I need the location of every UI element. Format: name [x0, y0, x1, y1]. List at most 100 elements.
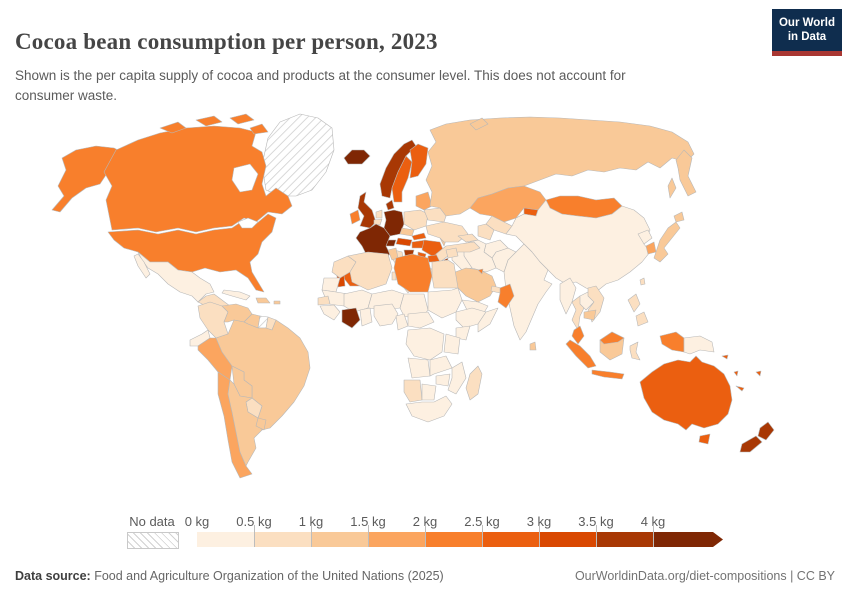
country-poland[interactable] — [403, 209, 429, 231]
country-syria[interactable] — [445, 247, 459, 259]
legend-bin-7[interactable] — [596, 532, 653, 547]
footer-credit-link[interactable]: OurWorldinData.org/diet-compositions | C… — [574, 569, 835, 583]
legend-bin-8[interactable] — [653, 532, 723, 547]
australia-tasmania[interactable] — [698, 433, 711, 445]
indonesia-java[interactable] — [591, 369, 625, 380]
russia-sakhalin[interactable] — [667, 177, 677, 199]
country-turkey[interactable] — [435, 241, 481, 263]
country-vanuatu[interactable] — [733, 370, 739, 377]
canadian-arctic-island[interactable] — [195, 115, 223, 127]
country-solomon-islands[interactable] — [721, 354, 729, 360]
country-zambia[interactable] — [429, 355, 453, 377]
country-kenya[interactable] — [455, 325, 471, 341]
country-netherlands[interactable] — [375, 209, 383, 219]
country-argentina[interactable] — [227, 379, 263, 467]
country-austria[interactable] — [395, 237, 413, 247]
country-egypt[interactable] — [431, 259, 459, 289]
country-mexico[interactable] — [137, 251, 215, 303]
region-guinea[interactable] — [319, 304, 341, 321]
region-new-caledonia[interactable] — [735, 385, 745, 392]
country-myanmar[interactable] — [559, 277, 577, 315]
new-zealand-south-island[interactable] — [739, 435, 763, 453]
country-denmark[interactable] — [385, 199, 395, 211]
country-nigeria[interactable] — [373, 303, 399, 327]
country-united-kingdom[interactable] — [357, 191, 377, 229]
country-sudan[interactable] — [427, 287, 463, 319]
russia-novaya-zemlya[interactable] — [469, 117, 489, 131]
country-zimbabwe[interactable] — [435, 373, 451, 387]
country-namibia[interactable] — [403, 379, 423, 403]
country-czechia[interactable] — [399, 227, 415, 237]
country-north-korea[interactable] — [637, 229, 653, 245]
legend-colorbar[interactable] — [197, 525, 723, 547]
country-ukraine[interactable] — [425, 221, 469, 243]
country-belarus[interactable] — [423, 207, 447, 223]
country-belgium[interactable] — [373, 218, 383, 226]
country-central-african-republic[interactable] — [407, 311, 435, 329]
indonesia-west-papua[interactable] — [659, 331, 685, 353]
legend-bin-5[interactable] — [482, 532, 539, 547]
country-iceland[interactable] — [343, 149, 371, 165]
country-cambodia[interactable] — [583, 309, 597, 321]
country-greenland[interactable] — [261, 113, 335, 197]
japan-hokkaido[interactable] — [673, 211, 685, 223]
country-norway[interactable] — [379, 139, 417, 199]
country-uruguay[interactable] — [255, 417, 267, 431]
country-madagascar[interactable] — [465, 365, 483, 401]
country-australia[interactable] — [639, 355, 733, 431]
legend-bin-0[interactable] — [197, 532, 254, 547]
country-botswana[interactable] — [421, 383, 437, 401]
country-india[interactable] — [503, 243, 553, 341]
region-baltic-states[interactable] — [415, 191, 433, 211]
russia-kamchatka[interactable] — [675, 149, 697, 197]
country-malaysia[interactable] — [571, 325, 585, 345]
canadian-arctic-island[interactable] — [229, 113, 255, 125]
region-caucasus[interactable] — [457, 233, 479, 243]
baja-california[interactable] — [133, 253, 151, 279]
country-angola[interactable] — [407, 357, 431, 379]
country-philippines[interactable] — [627, 293, 641, 313]
new-zealand-north-island[interactable] — [757, 421, 775, 441]
italy-sardinia[interactable] — [391, 271, 397, 281]
country-finland[interactable] — [409, 143, 429, 179]
country-ghana[interactable] — [359, 307, 373, 327]
country-peru[interactable] — [197, 337, 233, 381]
country-slovakia[interactable] — [411, 232, 427, 241]
country-sri-lanka[interactable] — [529, 341, 537, 351]
country-kuwait[interactable] — [477, 268, 484, 275]
country-oman[interactable] — [497, 283, 515, 309]
legend-bin-4[interactable] — [425, 532, 482, 547]
country-cote-divoire[interactable] — [341, 307, 361, 329]
owid-logo[interactable]: Our World in Data — [772, 9, 842, 56]
country-mozambique[interactable] — [447, 361, 467, 395]
country-drc[interactable] — [405, 327, 445, 361]
country-tanzania[interactable] — [443, 333, 461, 355]
legend-bin-6[interactable] — [539, 532, 596, 547]
country-libya[interactable] — [393, 253, 433, 293]
country-fiji[interactable] — [755, 370, 762, 377]
canadian-arctic-island[interactable] — [249, 123, 269, 135]
country-cuba[interactable] — [221, 289, 251, 301]
country-sweden[interactable] — [391, 155, 413, 203]
country-colombia[interactable] — [197, 301, 229, 339]
philippines-south[interactable] — [635, 311, 649, 327]
region-western-sahara[interactable] — [321, 277, 341, 293]
country-taiwan[interactable] — [639, 277, 646, 286]
canadian-arctic-island[interactable] — [159, 121, 187, 134]
country-senegal[interactable] — [317, 295, 331, 306]
country-japan[interactable] — [653, 221, 681, 263]
indonesia-sumatra[interactable] — [565, 339, 597, 369]
country-ireland[interactable] — [349, 209, 361, 225]
country-turkmenistan[interactable] — [477, 223, 495, 241]
country-algeria[interactable] — [347, 251, 393, 291]
legend-bin-1[interactable] — [254, 532, 311, 547]
country-puerto-rico[interactable] — [273, 300, 281, 305]
country-somalia[interactable] — [477, 307, 499, 333]
country-south-africa[interactable] — [405, 395, 453, 423]
country-south-korea[interactable] — [645, 241, 657, 255]
borneo-malaysia[interactable] — [599, 331, 625, 345]
country-papua-new-guinea[interactable] — [683, 335, 715, 355]
indonesia-sulawesi[interactable] — [629, 341, 641, 361]
country-dominican-republic[interactable] — [255, 297, 271, 304]
legend-bin-2[interactable] — [311, 532, 368, 547]
